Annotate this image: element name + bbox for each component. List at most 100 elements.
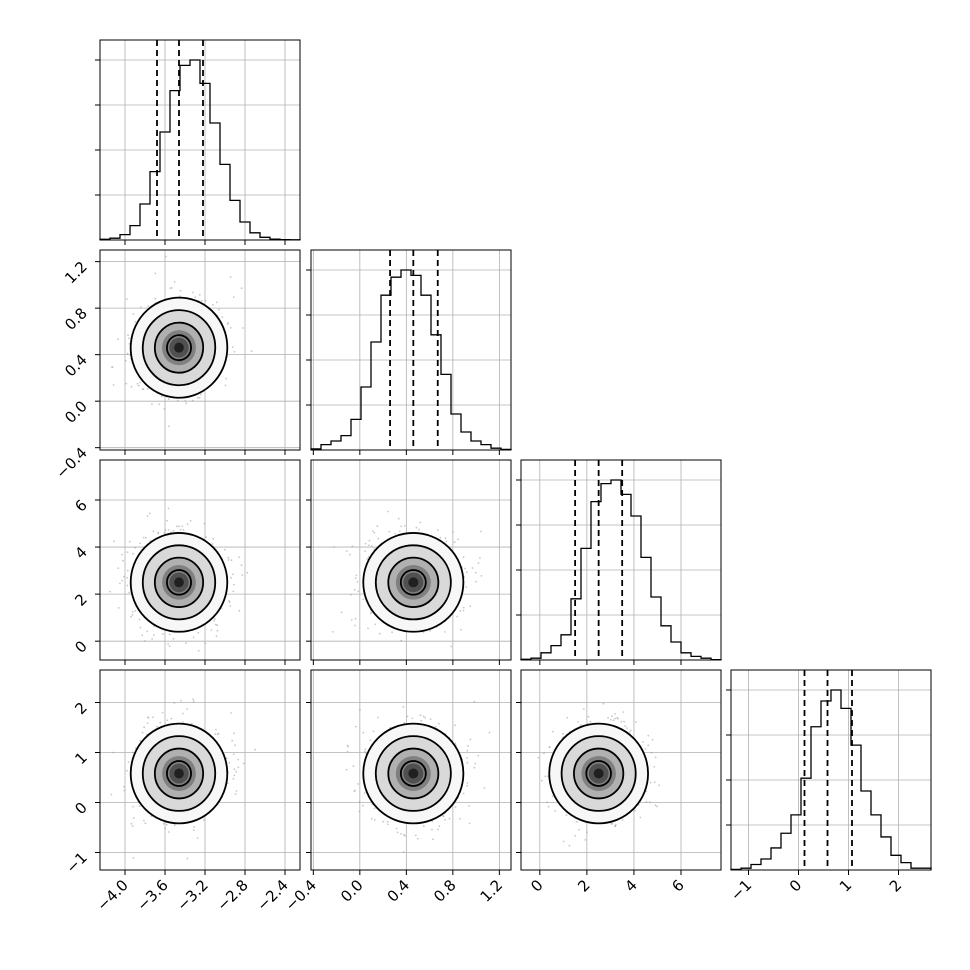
contour-line bbox=[387, 747, 440, 800]
scatter-point bbox=[119, 582, 121, 585]
scatter-point bbox=[204, 299, 207, 302]
scatter-point bbox=[350, 619, 353, 621]
scatter-point bbox=[132, 313, 135, 315]
scatter-point bbox=[226, 323, 229, 326]
scatter-point bbox=[130, 615, 132, 618]
scatter-point bbox=[460, 628, 462, 631]
scatter-point bbox=[216, 624, 219, 627]
x-tick-label: 0 bbox=[786, 876, 805, 895]
scatter-point bbox=[233, 768, 236, 771]
scatter-point bbox=[576, 821, 578, 823]
scatter-point bbox=[363, 750, 366, 753]
scatter-point bbox=[168, 831, 170, 833]
scatter-point bbox=[624, 725, 627, 728]
scatter-point bbox=[216, 733, 219, 736]
scatter-point bbox=[649, 781, 652, 784]
density-fill bbox=[593, 768, 604, 779]
scatter-point bbox=[402, 706, 405, 708]
scatter-point bbox=[240, 287, 243, 290]
scatter-point bbox=[156, 725, 159, 728]
scatter-point bbox=[468, 822, 471, 825]
scatter-point bbox=[354, 617, 357, 620]
density-fill bbox=[174, 768, 184, 779]
scatter-point bbox=[647, 734, 650, 737]
panel-frame bbox=[310, 459, 512, 661]
scatter-point bbox=[456, 615, 459, 618]
scatter-point bbox=[228, 599, 230, 602]
scatter-point bbox=[623, 720, 625, 723]
scatter-point bbox=[437, 529, 439, 532]
panel-3-1 bbox=[306, 669, 512, 875]
scatter-point bbox=[144, 640, 146, 642]
scatter-point bbox=[196, 396, 199, 399]
panel-background bbox=[731, 670, 931, 870]
scatter-point bbox=[366, 558, 369, 560]
scatter-point bbox=[173, 824, 176, 827]
scatter-point bbox=[398, 530, 401, 533]
scatter-point bbox=[622, 711, 625, 713]
scatter-point bbox=[562, 840, 565, 843]
scatter-point bbox=[357, 590, 360, 593]
scatter-point bbox=[547, 775, 549, 777]
scatter-point bbox=[462, 609, 465, 612]
panel-frame bbox=[310, 669, 512, 871]
scatter-point bbox=[416, 837, 419, 840]
scatter-point bbox=[645, 800, 648, 803]
scatter-point bbox=[213, 619, 216, 622]
scatter-point bbox=[444, 818, 446, 821]
scatter-point bbox=[163, 408, 166, 410]
scatter-point bbox=[378, 632, 381, 635]
scatter-point bbox=[477, 562, 480, 564]
scatter-point bbox=[400, 833, 402, 835]
scatter-point bbox=[169, 287, 172, 289]
scatter-point bbox=[232, 590, 235, 593]
scatter-point bbox=[602, 702, 605, 705]
scatter-point bbox=[353, 588, 356, 591]
x-tick-label: −2.8 bbox=[213, 876, 251, 914]
scatter-point bbox=[419, 521, 422, 524]
y-tick-label: 1 bbox=[71, 749, 90, 768]
panel-3-3 bbox=[726, 669, 932, 875]
scatter-point bbox=[215, 635, 218, 638]
scatter-point bbox=[254, 748, 256, 751]
scatter-point bbox=[126, 576, 129, 579]
scatter-point bbox=[146, 722, 149, 724]
scatter-point bbox=[483, 787, 486, 789]
scatter-point bbox=[230, 712, 233, 714]
scatter-point bbox=[438, 722, 440, 725]
scatter-point bbox=[228, 761, 231, 764]
scatter-point bbox=[192, 700, 195, 703]
scatter-point bbox=[419, 714, 422, 716]
scatter-point bbox=[363, 792, 366, 794]
scatter-point bbox=[142, 536, 145, 539]
scatter-point bbox=[192, 698, 195, 701]
scatter-point bbox=[212, 303, 214, 306]
scatter-point bbox=[151, 638, 154, 640]
scatter-point bbox=[221, 316, 224, 318]
density-fill bbox=[408, 577, 419, 588]
scatter-point bbox=[121, 553, 123, 556]
scatter-point bbox=[214, 733, 217, 736]
scatter-point bbox=[233, 774, 236, 777]
scatter-point bbox=[587, 715, 590, 718]
scatter-point bbox=[543, 752, 545, 755]
scatter-point bbox=[475, 580, 477, 583]
scatter-point bbox=[403, 524, 406, 527]
scatter-point bbox=[368, 544, 370, 547]
scatter-point bbox=[403, 721, 405, 724]
panel-frame bbox=[520, 459, 722, 661]
scatter-point bbox=[464, 567, 466, 570]
scatter-point bbox=[162, 633, 164, 635]
scatter-point bbox=[453, 541, 456, 544]
scatter-point bbox=[225, 757, 228, 760]
scatter-point bbox=[439, 536, 442, 539]
scatter-point bbox=[176, 399, 179, 402]
scatter-point bbox=[346, 744, 349, 747]
scatter-point bbox=[372, 730, 375, 733]
scatter-point bbox=[200, 299, 203, 302]
scatter-point bbox=[152, 716, 154, 719]
scatter-point bbox=[647, 744, 650, 747]
scatter-point bbox=[656, 805, 658, 808]
panel-2-2 bbox=[516, 459, 722, 665]
